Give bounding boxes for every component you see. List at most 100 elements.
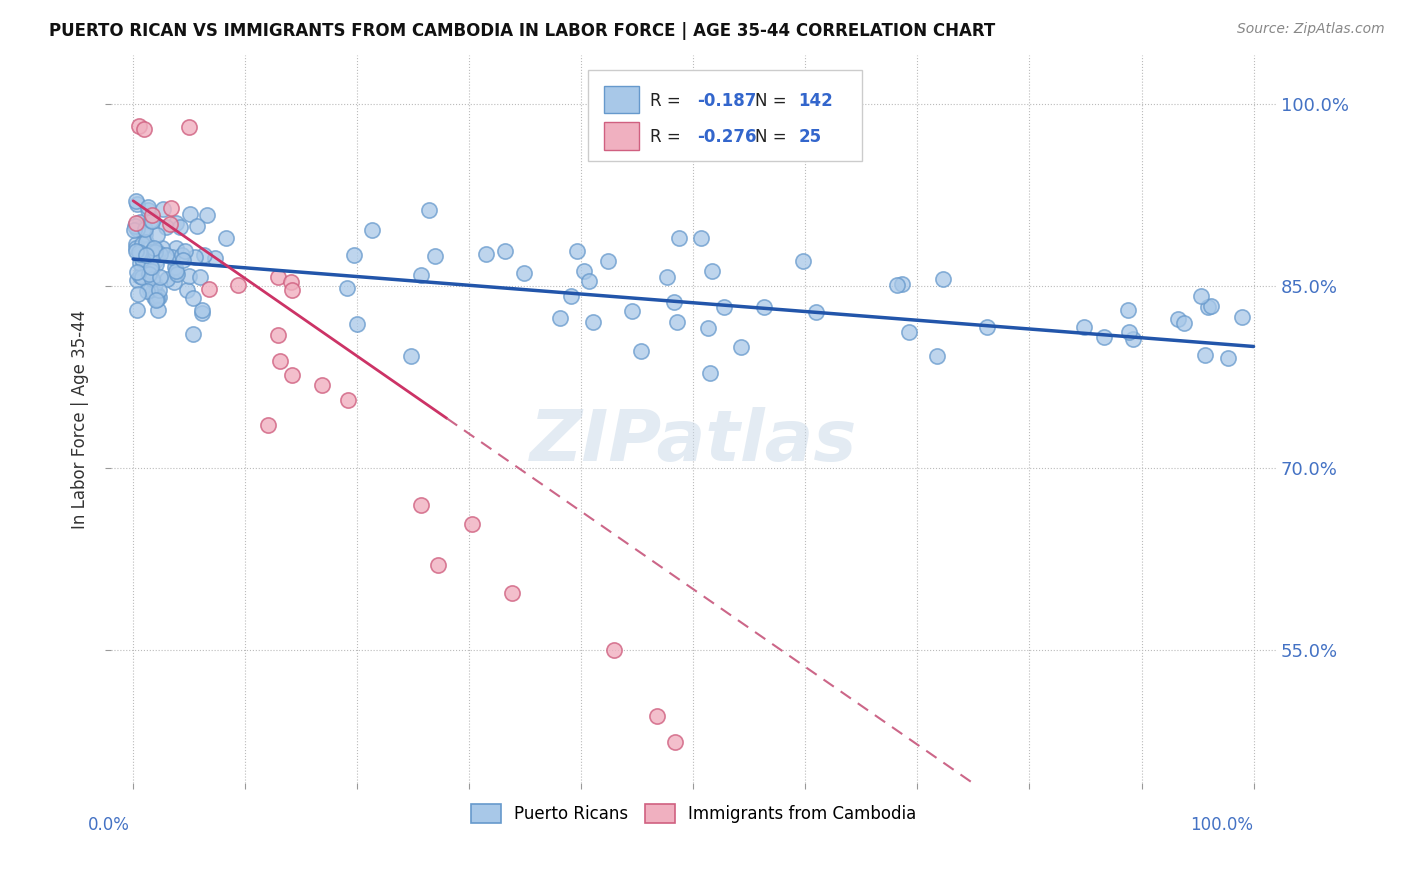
Point <box>139 213 162 227</box>
Point <box>191 303 214 318</box>
Point <box>730 340 752 354</box>
Text: 0.0%: 0.0% <box>89 816 131 834</box>
Y-axis label: In Labor Force | Age 35-44: In Labor Force | Age 35-44 <box>72 310 89 529</box>
Point <box>460 517 482 532</box>
Text: R =: R = <box>650 92 686 110</box>
Text: ZIPatlas: ZIPatlas <box>530 407 858 475</box>
Point <box>548 310 571 325</box>
Point <box>125 302 148 317</box>
Point <box>135 247 157 261</box>
Point <box>134 227 156 241</box>
Point <box>1173 316 1195 330</box>
Point <box>132 254 155 268</box>
Point <box>311 377 333 392</box>
Text: 142: 142 <box>799 92 832 110</box>
Point <box>198 283 221 297</box>
Point <box>131 270 153 285</box>
Point <box>361 222 384 236</box>
Point <box>141 208 163 222</box>
Point <box>127 287 149 301</box>
Point <box>280 275 302 289</box>
Point <box>927 349 949 363</box>
Text: R =: R = <box>650 128 686 146</box>
Point <box>145 257 167 271</box>
Point <box>668 231 690 245</box>
Point <box>141 214 163 228</box>
Point <box>513 267 536 281</box>
Point <box>645 708 668 723</box>
Point <box>127 197 149 211</box>
Point <box>125 237 148 252</box>
Point <box>409 268 432 282</box>
Point <box>664 734 686 748</box>
Point <box>156 272 179 286</box>
Point <box>1118 325 1140 339</box>
Text: PUERTO RICAN VS IMMIGRANTS FROM CAMBODIA IN LABOR FORCE | AGE 35-44 CORRELATION : PUERTO RICAN VS IMMIGRANTS FROM CAMBODIA… <box>49 22 995 40</box>
Point <box>423 248 446 262</box>
Point <box>138 200 160 214</box>
Point <box>132 228 155 243</box>
Point <box>124 219 146 233</box>
Point <box>170 248 193 262</box>
Point <box>165 216 187 230</box>
Point <box>630 343 652 358</box>
Point <box>169 219 191 234</box>
Point <box>152 202 174 216</box>
Point <box>138 283 160 297</box>
Point <box>976 320 998 334</box>
Point <box>399 349 422 363</box>
Point <box>662 294 685 309</box>
Point <box>418 202 440 217</box>
Point <box>700 264 723 278</box>
Point <box>1189 289 1212 303</box>
Point <box>713 301 735 315</box>
Point <box>281 283 304 297</box>
Point <box>581 315 603 329</box>
Point <box>148 283 170 297</box>
Point <box>269 354 291 368</box>
Point <box>125 221 148 235</box>
Point <box>159 217 181 231</box>
Point <box>191 305 214 319</box>
Point <box>145 253 167 268</box>
Point <box>149 246 172 260</box>
Point <box>125 265 148 279</box>
Point <box>127 273 149 287</box>
Point <box>574 264 596 278</box>
Point <box>1092 330 1115 344</box>
Point <box>155 248 177 262</box>
Point <box>186 219 208 234</box>
Point <box>1194 348 1216 362</box>
Point <box>143 241 166 255</box>
Point <box>145 243 167 257</box>
Point <box>165 264 187 278</box>
Point <box>501 586 523 600</box>
Text: N =: N = <box>755 128 792 146</box>
Point <box>129 214 152 228</box>
Point <box>596 254 619 268</box>
Point <box>690 231 713 245</box>
Point <box>141 260 163 274</box>
Point <box>891 277 914 291</box>
Point <box>166 267 188 281</box>
Point <box>657 270 679 285</box>
Point <box>129 256 152 270</box>
Point <box>176 283 198 297</box>
Point <box>603 643 626 657</box>
Point <box>1167 312 1189 326</box>
Point <box>1122 332 1144 346</box>
Point <box>475 246 498 260</box>
Text: -0.187: -0.187 <box>697 92 756 110</box>
Legend: Puerto Ricans, Immigrants from Cambodia: Puerto Ricans, Immigrants from Cambodia <box>464 797 922 830</box>
Point <box>665 315 688 329</box>
Point <box>183 291 205 305</box>
Text: 100.0%: 100.0% <box>1191 816 1254 834</box>
Point <box>336 392 359 407</box>
Point <box>141 263 163 277</box>
Point <box>141 245 163 260</box>
Point <box>792 254 814 268</box>
Point <box>149 269 172 284</box>
Point <box>184 250 207 264</box>
Point <box>125 194 148 209</box>
Point <box>129 247 152 261</box>
